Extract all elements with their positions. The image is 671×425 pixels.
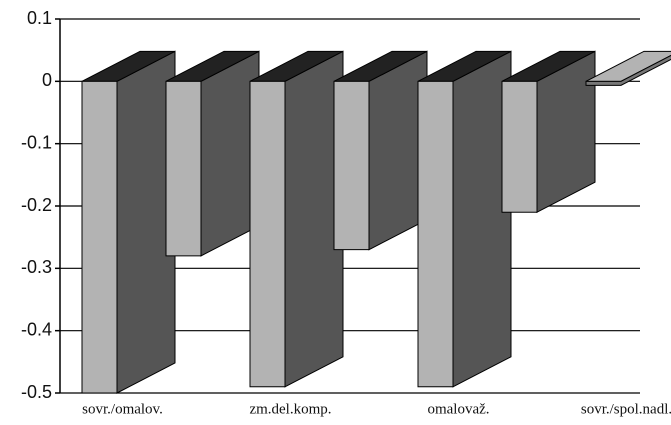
bar (249, 80, 286, 388)
y-tick-label: -0.4 (21, 319, 52, 339)
bar (417, 80, 454, 388)
x-tick-label: omalovaž. (427, 401, 489, 417)
x-tick-label: zm.del.komp. (249, 401, 331, 417)
x-tick-label: sovr./spol.nadl. (581, 401, 671, 417)
y-tick-label: -0.5 (21, 382, 52, 402)
x-tick-label: sovr./omalov. (82, 401, 163, 417)
y-tick-label: -0.1 (21, 132, 52, 152)
bar (501, 80, 538, 213)
bar (81, 80, 118, 394)
y-tick-label: 0 (42, 70, 52, 90)
bar (165, 80, 202, 257)
y-tick-label: -0.3 (21, 257, 52, 277)
bar (333, 80, 370, 251)
y-tick-label: 0.1 (27, 8, 52, 28)
y-tick-label: -0.2 (21, 195, 52, 215)
bar-edge (585, 54, 671, 86)
